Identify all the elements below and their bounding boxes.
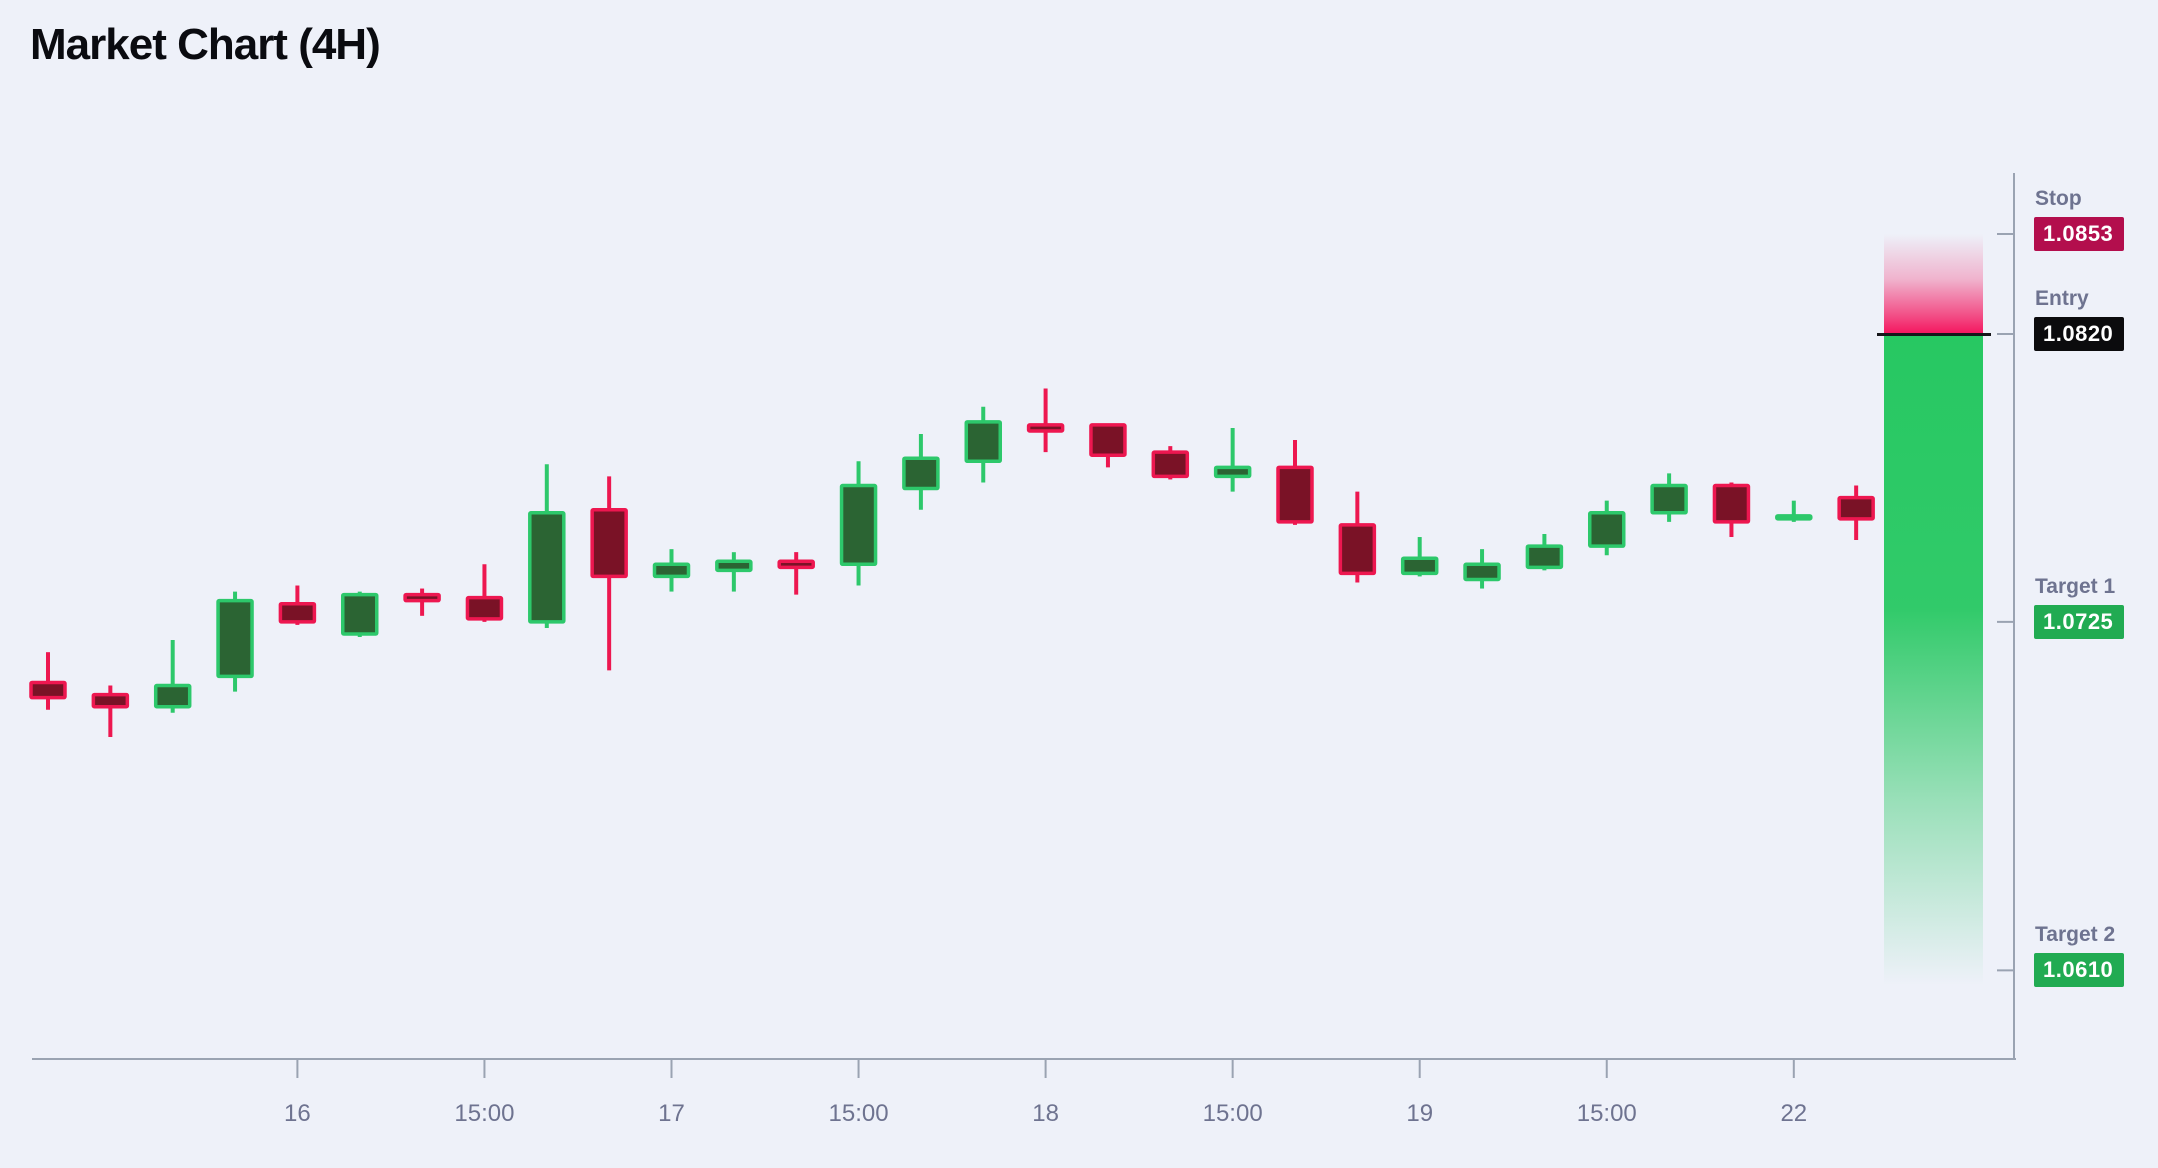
page-title: Market Chart (4H) [30,20,381,69]
x-axis-tick-label: 17 [658,1100,685,1127]
candle-12 [715,552,753,592]
candle-13 [777,552,815,595]
candle-9 [528,464,566,628]
candle-15 [902,433,940,510]
x-axis-tick-label: 16 [284,1100,311,1127]
candle-29 [1775,500,1813,522]
entry-price-badge[interactable]: 1.0820 [2034,317,2124,351]
candle-4 [216,591,254,692]
candle-8 [465,564,504,622]
target-1-price-badge[interactable]: 1.0725 [2034,604,2124,639]
risk-zone [1884,234,1983,334]
candle-28 [1712,482,1751,538]
candle-2 [91,685,130,738]
candle-7 [403,588,441,616]
candle-16 [964,406,1002,483]
level-stop: Stop 1.0853 [2034,187,2158,251]
candle-27 [1650,473,1688,522]
candle-26 [1588,500,1626,556]
x-axis-tick-label: 15:00 [1577,1100,1637,1127]
candle-24 [1463,549,1501,589]
x-axis-tick-label: 19 [1406,1100,1433,1127]
target-1-label: Target 1 [2035,574,2116,598]
target-2-label: Target 2 [2035,923,2116,947]
candle-25 [1525,533,1564,571]
candle-1 [29,652,67,710]
candle-6 [341,591,379,638]
candle-18 [1089,423,1127,468]
x-axis-tick-label: 22 [1780,1100,1807,1127]
candle-19 [1151,446,1190,480]
stop-price-badge[interactable]: 1.0853 [2034,217,2124,251]
candle-5 [278,585,317,625]
x-axis-tick-label: 15:00 [454,1100,514,1127]
reward-zone [1884,334,1983,986]
candle-23 [1400,537,1439,577]
candle-10 [590,476,628,671]
stop-label: Stop [2035,187,2082,210]
level-target-1: Target 1 1.0725 [2034,575,2158,639]
x-axis-tick-label: 15:00 [1203,1100,1263,1127]
candle-20 [1213,427,1252,492]
candle-3 [153,640,192,713]
target-2-price-badge[interactable]: 1.0610 [2034,953,2124,988]
level-target-2: Target 2 1.0610 [2034,923,2158,988]
entry-label: Entry [2035,287,2089,310]
candle-14 [839,461,878,586]
x-axis-tick-label: 18 [1032,1100,1059,1127]
candle-30 [1837,485,1875,541]
candle-22 [1338,491,1377,583]
candle-11 [652,549,691,592]
candle-21 [1276,440,1314,525]
x-axis-tick-label: 15:00 [829,1100,889,1127]
level-entry: Entry 1.0820 [2034,287,2158,351]
candle-17 [1026,388,1065,453]
